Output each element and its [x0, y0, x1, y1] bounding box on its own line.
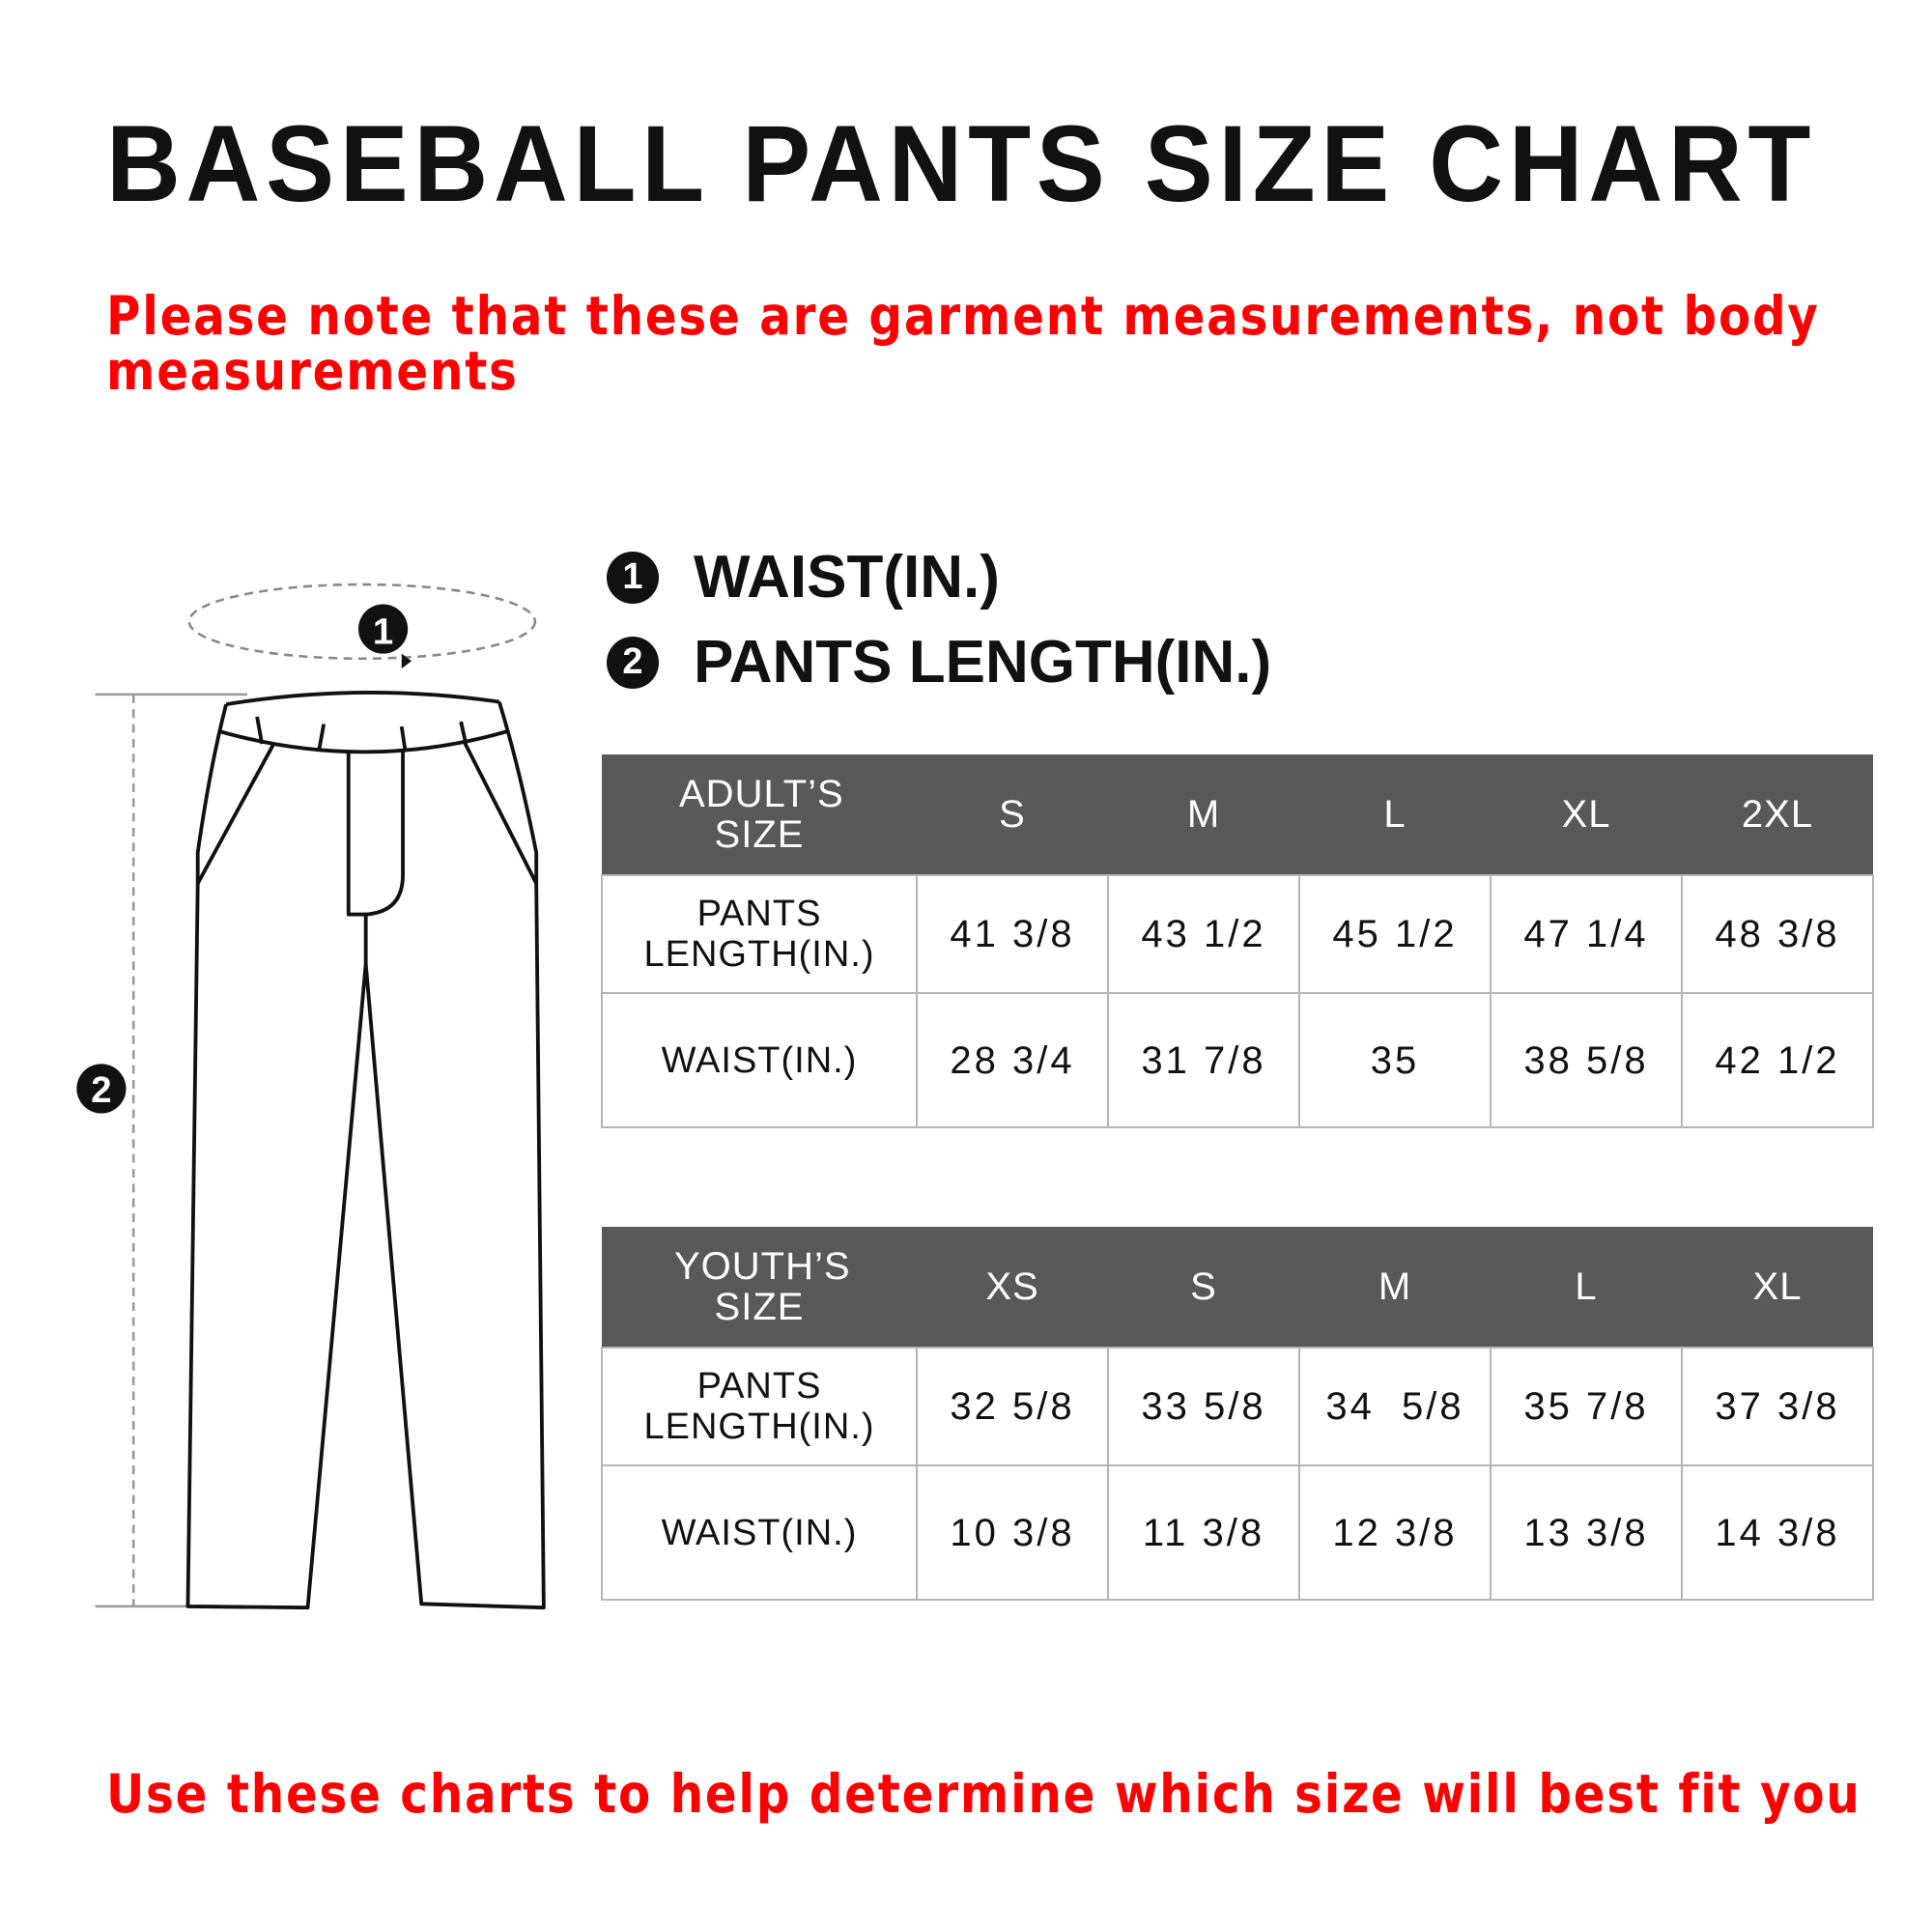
table-row: WAIST(IN.) 28 3/4 31 7/8 35 38 5/8 42 1/… — [601, 992, 1874, 1128]
table-cell: 43 1/2 — [1107, 874, 1300, 994]
header-cell: XL — [1682, 1227, 1873, 1348]
legend-label: PANTS LENGTH(IN.) — [694, 629, 1272, 696]
table-row: PANTS LENGTH(IN.) 32 5/8 33 5/8 34 5/8 3… — [601, 1347, 1874, 1466]
table-cell: 10 3/8 — [916, 1464, 1109, 1601]
table-cell: 48 3/8 — [1681, 874, 1874, 994]
note-line-1: Please note that these are garment measu… — [106, 285, 1820, 347]
row-label: WAIST(IN.) — [601, 992, 918, 1128]
legend-length: 2 PANTS LENGTH(IN.) — [607, 628, 1271, 696]
waist-measure-ellipse — [187, 582, 537, 661]
table-cell: 28 3/4 — [916, 992, 1109, 1128]
marker-2-label: 2 — [91, 1069, 111, 1111]
table-cell: 35 7/8 — [1490, 1347, 1683, 1466]
table-cell: 12 3/8 — [1298, 1464, 1492, 1601]
table-cell: 32 5/8 — [916, 1347, 1109, 1466]
row-label: WAIST(IN.) — [601, 1464, 918, 1601]
header-cell: XS — [917, 1227, 1108, 1348]
header-cell: ADULT’S SIZE — [602, 754, 917, 875]
note-line-2: measurements — [106, 340, 519, 402]
table-row: WAIST(IN.) 10 3/8 11 3/8 12 3/8 13 3/8 1… — [601, 1464, 1874, 1601]
marker-2-icon — [76, 1064, 127, 1114]
table-cell: 37 3/8 — [1681, 1347, 1874, 1466]
pants-outline — [185, 691, 546, 1610]
page-title: BASEBALL PANTS SIZE CHART — [106, 103, 1817, 224]
header-cell: L — [1491, 1227, 1682, 1348]
legend-waist: 1 WAIST(IN.) — [607, 543, 1000, 611]
table-cell: 11 3/8 — [1107, 1464, 1300, 1601]
table-cell: 31 7/8 — [1107, 992, 1300, 1128]
table-cell: 42 1/2 — [1681, 992, 1874, 1128]
header-cell: L — [1299, 754, 1491, 875]
header-cell: 2XL — [1682, 754, 1873, 875]
adult-size-table: ADULT’S SIZE S M L XL 2XL PANTS LENGTH(I… — [601, 754, 1874, 1128]
table-cell: 45 1/2 — [1298, 874, 1492, 994]
row-label: PANTS LENGTH(IN.) — [601, 1347, 918, 1466]
header-cell: M — [1299, 1227, 1491, 1348]
table-cell: 41 3/8 — [916, 874, 1109, 994]
header-cell: M — [1108, 754, 1299, 875]
table-cell: 33 5/8 — [1107, 1347, 1300, 1466]
table-header-row: ADULT’S SIZE S M L XL 2XL — [602, 754, 1873, 875]
table-cell: 14 3/8 — [1681, 1464, 1874, 1601]
table-cell: 38 5/8 — [1490, 992, 1683, 1128]
legend-label: WAIST(IN.) — [694, 544, 1000, 611]
header-cell: S — [1108, 1227, 1299, 1348]
marker-1-label: 1 — [373, 611, 393, 652]
table-cell: 35 — [1298, 992, 1492, 1128]
row-label: PANTS LENGTH(IN.) — [601, 874, 918, 994]
youth-size-table: YOUTH’S SIZE XS S M L XL PANTS LENGTH(IN… — [601, 1227, 1874, 1601]
table-row: PANTS LENGTH(IN.) 41 3/8 43 1/2 45 1/2 4… — [601, 874, 1874, 994]
header-cell: S — [917, 754, 1108, 875]
marker-2-icon: 2 — [607, 636, 659, 689]
arrow-icon — [401, 653, 412, 669]
table-header-row: YOUTH’S SIZE XS S M L XL — [602, 1227, 1873, 1348]
header-cell: XL — [1491, 754, 1682, 875]
table-cell: 34 5/8 — [1298, 1347, 1492, 1466]
marker-1-icon: 1 — [607, 551, 659, 604]
marker-1-icon — [357, 604, 409, 654]
table-cell: 13 3/8 — [1490, 1464, 1683, 1601]
table-cell: 47 1/4 — [1490, 874, 1683, 994]
header-cell: YOUTH’S SIZE — [602, 1227, 917, 1348]
pants-diagram: 1 2 — [76, 582, 546, 1610]
footer-note: Use these charts to help determine which… — [106, 1763, 1861, 1825]
